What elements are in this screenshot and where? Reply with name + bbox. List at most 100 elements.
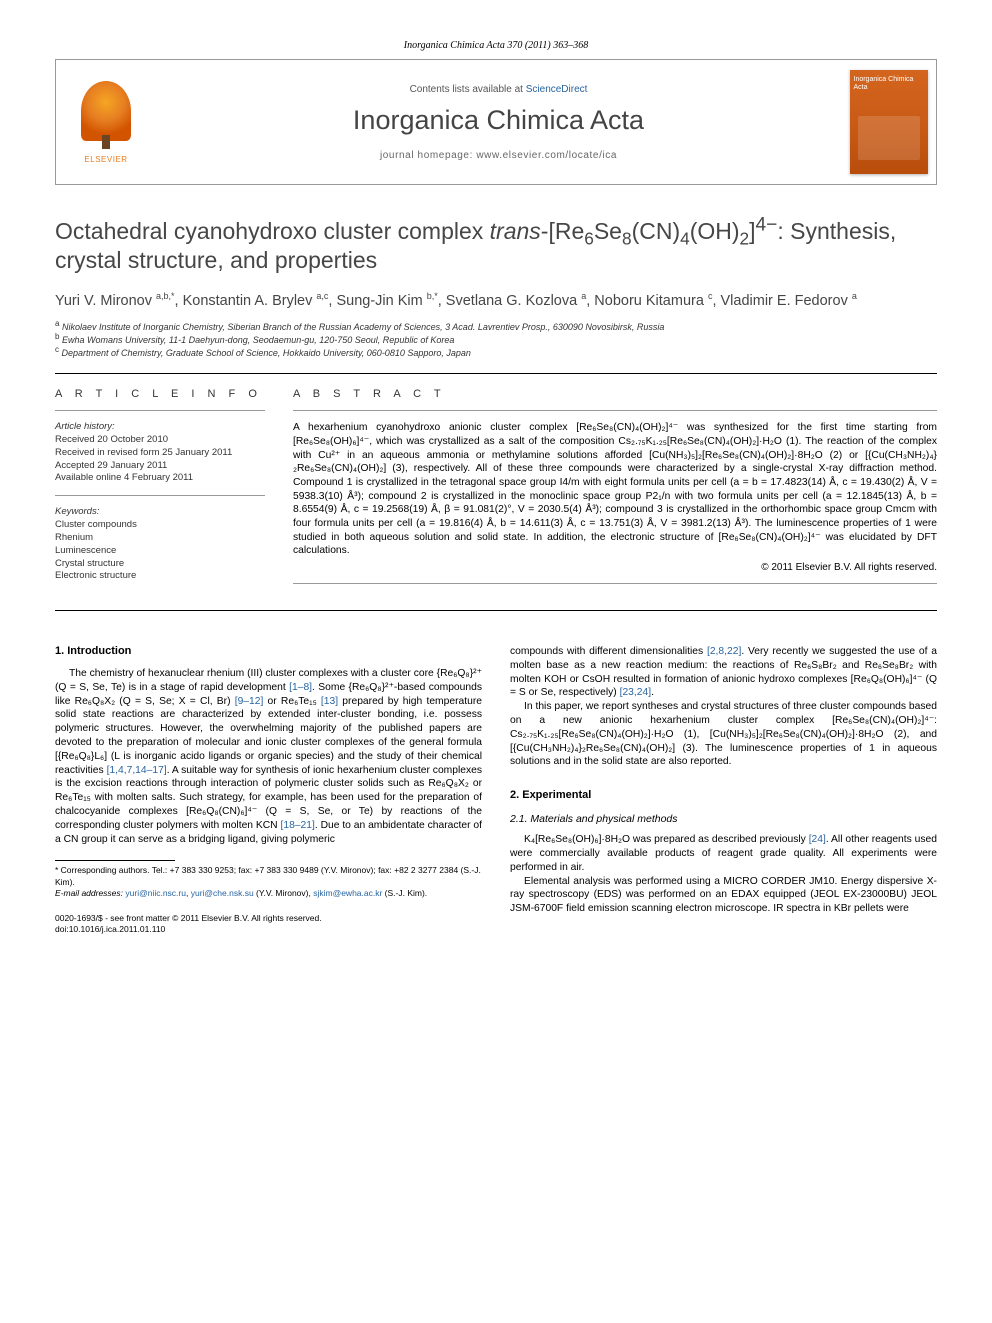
masthead: ELSEVIER Contents lists available at Sci… — [55, 59, 937, 185]
author: , Noboru Kitamura c — [586, 293, 712, 309]
citation-link[interactable]: [24] — [809, 834, 826, 845]
right-column: compounds with different dimensionalitie… — [510, 645, 937, 935]
footnote-rule — [55, 860, 175, 861]
citation-link[interactable]: [23,24] — [620, 687, 652, 698]
citation-link[interactable]: [13] — [321, 696, 338, 707]
section-heading-introduction: 1. Introduction — [55, 645, 482, 657]
author-affiliation-marker: a,c — [316, 291, 328, 301]
email-link[interactable]: yuri@che.nsk.su — [191, 888, 254, 898]
email-link[interactable]: yuri@niic.nsc.ru — [125, 888, 186, 898]
rule — [55, 610, 937, 611]
author-affiliation-marker: b,* — [427, 291, 438, 301]
keywords-label: Keywords: — [55, 506, 265, 519]
affiliation: b Ewha Womans University, 11-1 Daehyun-d… — [55, 334, 937, 347]
experimental-paragraph-2: Elemental analysis was performed using a… — [510, 875, 937, 916]
rule — [293, 583, 937, 584]
revised-date: Received in revised form 25 January 2011 — [55, 447, 265, 460]
cover-graphic-icon — [858, 116, 920, 160]
author: Yuri V. Mironov a,b,* — [55, 293, 175, 309]
title-sup: 4− — [756, 214, 778, 235]
affiliation-marker: a — [55, 319, 59, 328]
title-sub: 6 — [584, 229, 594, 249]
author: , Konstantin A. Brylev a,c — [175, 293, 329, 309]
subsection-heading-materials: 2.1. Materials and physical methods — [510, 813, 937, 825]
rule — [293, 410, 937, 411]
title-sub: 4 — [680, 229, 690, 249]
affiliations: a Nikolaev Institute of Inorganic Chemis… — [55, 321, 937, 359]
accepted-date: Accepted 29 January 2011 — [55, 460, 265, 473]
contents-prefix: Contents lists available at — [410, 84, 526, 95]
cover-title: Inorganica Chimica Acta — [854, 76, 924, 91]
author-affiliation-marker: a — [852, 291, 857, 301]
affiliation: a Nikolaev Institute of Inorganic Chemis… — [55, 321, 937, 334]
keyword: Luminescence — [55, 545, 265, 558]
journal-cover-thumbnail[interactable]: Inorganica Chimica Acta — [850, 70, 928, 174]
article-history: Article history: Received 20 October 201… — [55, 421, 265, 485]
rule — [55, 410, 265, 411]
elsevier-tree-icon — [81, 81, 131, 141]
sciencedirect-link[interactable]: ScienceDirect — [526, 84, 588, 95]
author: , Vladimir E. Fedorov a — [712, 293, 856, 309]
doi[interactable]: doi:10.1016/j.ica.2011.01.110 — [55, 924, 482, 935]
email-who: (Y.V. Mironov), — [254, 888, 314, 898]
title-sub: 2 — [740, 229, 750, 249]
intro-paragraph-2: compounds with different dimensionalitie… — [510, 645, 937, 769]
keyword: Rhenium — [55, 532, 265, 545]
footnotes: * Corresponding authors. Tel.: +7 383 33… — [55, 865, 482, 898]
abstract-label: A B S T R A C T — [293, 388, 937, 400]
journal-name: Inorganica Chimica Acta — [353, 105, 644, 136]
article-info-label: A R T I C L E I N F O — [55, 388, 265, 400]
body-text: K₄[Re₆Se₈(OH)₆]·8H₂O was prepared as des… — [524, 834, 809, 845]
abstract-column: A B S T R A C T A hexarhenium cyanohydro… — [293, 388, 937, 594]
citation-link[interactable]: [1,4,7,14–17] — [107, 765, 167, 776]
keywords-block: Keywords: Cluster compoundsRheniumLumine… — [55, 506, 265, 583]
corresponding-author-note: * Corresponding authors. Tel.: +7 383 33… — [55, 865, 482, 887]
email-addresses: E-mail addresses: yuri@niic.nsc.ru, yuri… — [55, 888, 482, 899]
title-text: Se — [594, 218, 622, 244]
email-link[interactable]: sjkim@ewha.ac.kr — [313, 888, 382, 898]
article-info-column: A R T I C L E I N F O Article history: R… — [55, 388, 265, 594]
title-text: (OH) — [690, 218, 740, 244]
received-date: Received 20 October 2010 — [55, 434, 265, 447]
experimental-text: K₄[Re₆Se₈(OH)₆]·8H₂O was prepared as des… — [510, 833, 937, 916]
abstract-text: A hexarhenium cyanohydroxo anionic clust… — [293, 421, 937, 558]
page-footer: 0020-1693/$ - see front matter © 2011 El… — [55, 913, 482, 935]
body-text: prepared by high temperature solid state… — [55, 696, 482, 776]
keyword: Electronic structure — [55, 570, 265, 583]
citation-link[interactable]: [9–12] — [235, 696, 264, 707]
online-date: Available online 4 February 2011 — [55, 472, 265, 485]
title-text: (CN) — [632, 218, 681, 244]
citation-link[interactable]: [18–21] — [280, 820, 314, 831]
left-column: 1. Introduction The chemistry of hexanuc… — [55, 645, 482, 935]
intro-paragraph-1: The chemistry of hexanuclear rhenium (II… — [55, 667, 482, 846]
author: , Svetlana G. Kozlova a — [438, 293, 586, 309]
email-label: E-mail addresses: — [55, 888, 125, 898]
title-sub: 8 — [622, 229, 632, 249]
section-heading-experimental: 2. Experimental — [510, 789, 937, 801]
journal-homepage[interactable]: journal homepage: www.elsevier.com/locat… — [380, 150, 617, 161]
journal-cover-block: Inorganica Chimica Acta — [841, 60, 936, 184]
journal-reference: Inorganica Chimica Acta 370 (2011) 363–3… — [55, 40, 937, 51]
body-text: . — [651, 687, 654, 698]
body-text: or Re₆Te₁₅ — [263, 696, 321, 707]
affiliation-marker: b — [55, 332, 59, 341]
rule — [55, 495, 265, 496]
email-who: (S.-J. Kim). — [382, 888, 427, 898]
contents-available-line: Contents lists available at ScienceDirec… — [410, 84, 588, 95]
body-text: compounds with different dimensionalitie… — [510, 646, 707, 657]
intro-paragraph-3: In this paper, we report syntheses and c… — [510, 700, 937, 769]
history-label: Article history: — [55, 421, 265, 434]
citation-link[interactable]: [2,8,22] — [707, 646, 741, 657]
title-text: Octahedral cyanohydroxo cluster complex — [55, 218, 490, 244]
title-ital: trans — [490, 218, 541, 244]
abstract-copyright: © 2011 Elsevier B.V. All rights reserved… — [293, 562, 937, 573]
issn-copyright: 0020-1693/$ - see front matter © 2011 El… — [55, 913, 482, 924]
article-title: Octahedral cyanohydroxo cluster complex … — [55, 217, 937, 276]
affiliation: c Department of Chemistry, Graduate Scho… — [55, 347, 937, 360]
author: , Sung-Jin Kim b,* — [328, 293, 437, 309]
citation-link[interactable]: [1–8] — [289, 682, 312, 693]
author-list: Yuri V. Mironov a,b,*, Konstantin A. Bry… — [55, 292, 937, 312]
elsevier-logo[interactable]: ELSEVIER — [71, 77, 141, 167]
author-affiliation-marker: a,b,* — [156, 291, 175, 301]
keyword: Crystal structure — [55, 558, 265, 571]
